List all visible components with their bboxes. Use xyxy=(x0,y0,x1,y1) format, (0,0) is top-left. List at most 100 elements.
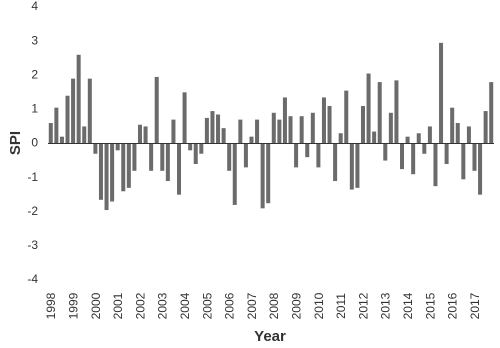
y-tick-label: -4 xyxy=(27,272,38,286)
bar xyxy=(439,42,444,144)
bar xyxy=(355,143,360,188)
bar xyxy=(294,143,299,168)
bar xyxy=(48,123,53,144)
bar xyxy=(266,143,271,204)
bar xyxy=(110,143,115,202)
bar xyxy=(216,114,221,144)
bar xyxy=(193,143,198,164)
bar xyxy=(310,112,315,144)
x-tick-label: 2003 xyxy=(156,292,170,319)
y-tick-label: 3 xyxy=(31,33,38,47)
x-tick-label: 2017 xyxy=(468,292,482,319)
bar xyxy=(221,128,226,144)
bar xyxy=(121,143,126,192)
x-tick-label: 2007 xyxy=(245,292,259,319)
x-tick-label: 2000 xyxy=(89,292,103,319)
bar xyxy=(282,97,287,144)
x-tick-label: 2001 xyxy=(111,292,125,319)
bar xyxy=(383,143,388,161)
bar xyxy=(227,143,232,171)
x-tick-label: 2016 xyxy=(446,292,460,319)
y-tick-label: 1 xyxy=(31,102,38,116)
y-tick-label: 2 xyxy=(31,67,38,81)
bar xyxy=(327,105,332,144)
bar xyxy=(394,80,399,144)
bar xyxy=(160,143,165,171)
bar xyxy=(98,143,103,200)
bar xyxy=(483,111,488,144)
bar xyxy=(132,143,137,171)
bar xyxy=(349,143,354,190)
bar xyxy=(277,119,282,144)
bar xyxy=(255,119,260,144)
x-tick-label: 2009 xyxy=(289,292,303,319)
x-tick-label: 2004 xyxy=(178,292,192,319)
bar xyxy=(115,143,120,151)
bar xyxy=(422,143,427,154)
bar xyxy=(171,119,176,144)
bar xyxy=(344,90,349,144)
bar xyxy=(71,78,76,144)
x-tick-label: 2002 xyxy=(133,292,147,319)
x-tick-label: 2015 xyxy=(423,292,437,319)
y-tick-label: 4 xyxy=(31,0,38,13)
x-tick-label: 2010 xyxy=(312,292,326,319)
bar xyxy=(249,136,254,144)
y-tick-label: -3 xyxy=(27,238,38,252)
bar xyxy=(54,107,59,144)
bar xyxy=(472,143,477,171)
bar xyxy=(338,133,343,144)
bar xyxy=(238,119,243,144)
bar xyxy=(433,143,438,187)
x-tick-label: 2012 xyxy=(356,292,370,319)
bar xyxy=(377,82,382,144)
bar xyxy=(76,54,81,144)
bar xyxy=(288,116,293,144)
bar xyxy=(210,111,215,144)
bar xyxy=(333,143,338,182)
x-tick-label: 2008 xyxy=(267,292,281,319)
bar xyxy=(260,143,265,209)
y-tick-label: -1 xyxy=(27,170,38,184)
bar xyxy=(360,105,365,144)
bar xyxy=(299,116,304,144)
bar xyxy=(204,117,209,144)
bar xyxy=(478,143,483,195)
bar xyxy=(321,97,326,144)
bar xyxy=(126,143,131,188)
bar xyxy=(188,143,193,151)
bar xyxy=(143,126,148,144)
bar xyxy=(372,131,377,144)
x-tick-label: 1998 xyxy=(44,292,58,319)
y-tick-label: -2 xyxy=(27,204,38,218)
bar xyxy=(416,133,421,144)
bar xyxy=(82,126,87,144)
x-tick-label: 2013 xyxy=(379,292,393,319)
bar xyxy=(232,143,237,205)
bar xyxy=(450,107,455,144)
bar xyxy=(305,143,310,158)
bar xyxy=(466,126,471,144)
bar xyxy=(366,73,371,144)
bar xyxy=(271,112,276,144)
bar xyxy=(137,124,142,144)
bar xyxy=(388,112,393,144)
bar xyxy=(444,143,449,164)
x-tick-label: 2014 xyxy=(401,292,415,319)
y-axis-label: SPI xyxy=(7,131,24,155)
bar xyxy=(104,143,109,211)
bar xyxy=(165,143,170,182)
y-tick-label: 0 xyxy=(31,136,38,150)
bar xyxy=(65,95,70,144)
bar xyxy=(455,123,460,144)
bar xyxy=(149,143,154,171)
bar xyxy=(199,143,204,154)
x-tick-label: 2006 xyxy=(223,292,237,319)
bar xyxy=(400,143,405,170)
bar xyxy=(411,143,416,175)
bar xyxy=(243,143,248,168)
x-tick-label: 2005 xyxy=(200,292,214,319)
bar xyxy=(177,143,182,195)
bar xyxy=(316,143,321,168)
